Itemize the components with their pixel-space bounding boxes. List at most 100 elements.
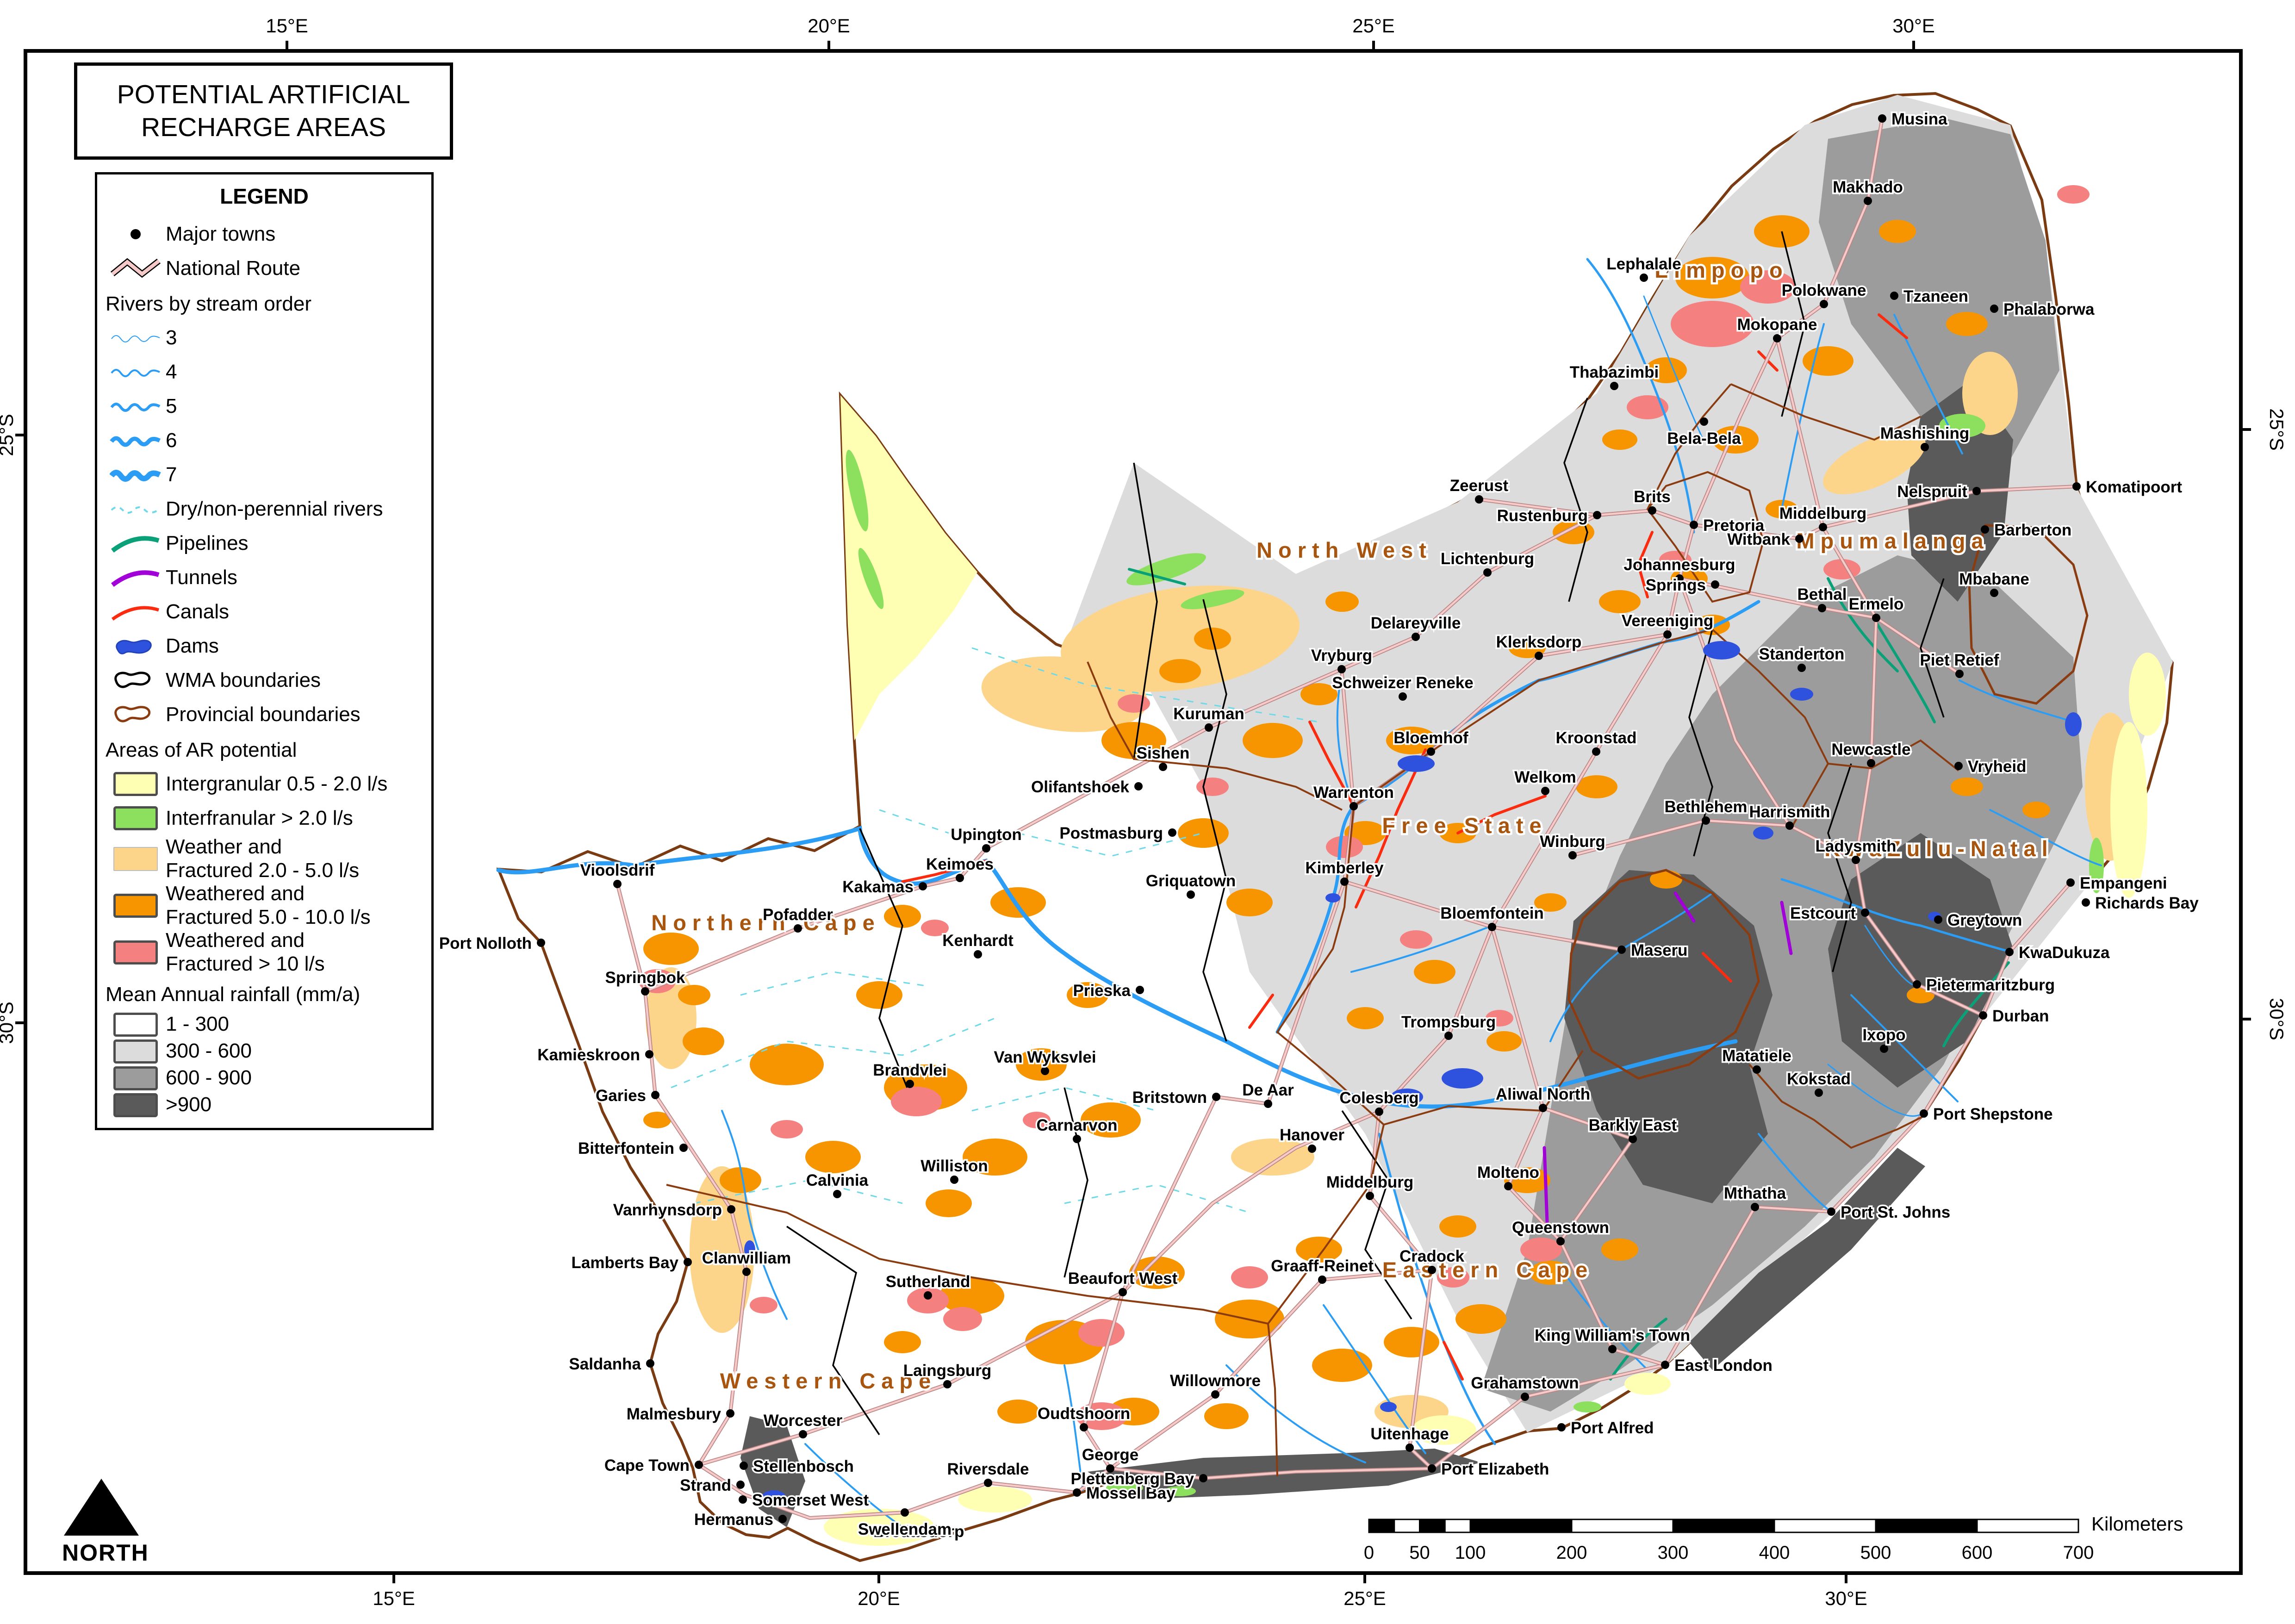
town-markers: Musina Makhado Lephalale Polokwane Tzaneen Ph… [437,109,2200,1543]
town-label: De Aar [1242,1081,1294,1099]
town-dot [919,882,927,890]
town-dot [684,1258,692,1266]
town-marker: Uitenhage [1369,1424,1450,1452]
scale-bar-segment [1368,1518,1395,1533]
town-dot [1890,292,1898,300]
legend-item: Major towns [97,217,431,251]
town-label: Worcester [764,1412,843,1430]
town-marker: Thabazimbi [1568,362,1661,390]
town-label: King William's Town [1535,1326,1690,1344]
legend-item: Canals [97,595,431,629]
province-label: Free State [1382,813,1547,838]
town-dot [1406,1444,1414,1452]
town-marker: Polokwane [1780,280,1868,308]
town-label: Strand [680,1476,731,1494]
town-label: Calvinia [806,1171,869,1189]
town-label: Vioolsdrif [580,861,655,879]
town-dot [1106,1464,1114,1473]
town-marker: Pietermaritzburg [1913,975,2057,996]
town-marker: Riversdale [945,1459,1031,1487]
town-label: Nelspruit [1897,483,1967,501]
legend-item-label: 1 - 300 [166,1013,229,1036]
legend-swatch-icon [106,893,166,918]
legend-item-label: 600 - 900 [166,1066,252,1089]
town-label: Warrenton [1313,784,1394,802]
town-dot [1753,1065,1761,1074]
town-dot [1475,495,1483,504]
town-marker: Empangeni [2066,873,2169,894]
provincial-boundary-icon [106,702,166,728]
town-label: Kenhardt [942,932,1014,950]
town-label: Postmasburg [1059,824,1163,842]
legend-item-label: Weather and Fractured 2.0 - 5.0 l/s [166,835,360,882]
legend-item-label: Pipelines [166,531,249,554]
scale-bar-segment [1976,1518,2079,1533]
river-lines [496,258,2102,1528]
town-dot [1921,443,1929,451]
town-label: Komatipoort [2086,478,2182,496]
town-label: Pretoria [1703,516,1765,535]
town-marker: De Aar [1241,1080,1296,1108]
town-label: Delareyville [1371,614,1461,632]
legend-item-label: Interfranular > 2.0 l/s [166,806,353,829]
town-dot [1878,114,1886,123]
town-label: Estcourt [1790,904,1856,922]
stream-order-icon [106,462,166,488]
legend-swatch-icon [106,806,166,830]
town-marker: Delareyville [1369,613,1462,641]
province-label: Western Cape [720,1369,937,1393]
town-dot [906,1080,914,1088]
town-dot [778,1515,787,1523]
graticule-label-top: 30°E [1892,15,1935,37]
legend-item-label: 4 [166,360,177,383]
ar-potential-patches [639,185,2166,1546]
graticule-label-bottom: 30°E [1825,1587,1867,1609]
town-marker: Brits [1632,486,1672,515]
town-marker: Laingsburg [902,1360,993,1388]
town-label: Kakamas [842,878,914,896]
town-marker: Willowmore [1168,1370,1263,1399]
town-marker: Malmesbury [625,1404,734,1425]
town-marker: Pofadder [761,904,835,933]
town-dot [1818,604,1826,612]
national-route-icon [106,255,166,281]
town-marker: Britstown [1131,1087,1220,1108]
town-dot [1820,300,1828,308]
legend-item-label: 7 [166,463,177,486]
town-dot [984,1479,992,1487]
town-marker: Matatiele [1721,1045,1793,1074]
province-label: Northern Cape [651,910,880,935]
town-dot [1308,1145,1316,1153]
town-marker: Brandvlei [871,1060,948,1088]
town-label: Upington [951,826,1022,844]
town-marker: Port St. Johns [1827,1202,1952,1223]
town-dot [726,1409,734,1418]
town-label: Bela-Bela [1667,429,1741,448]
town-dot [1483,568,1492,577]
map-title: POTENTIAL ARTIFICIAL RECHARGE AREAS [117,79,410,142]
town-marker: Strand [678,1475,745,1496]
town-label: Swellendam [858,1520,952,1538]
town-marker: Harrismith [1748,802,1832,830]
town-dot [1337,665,1346,673]
town-label: Pietermaritzburg [1926,976,2055,994]
town-dot [1795,535,1804,543]
town-dot [1663,630,1672,639]
town-marker: Witbank [1726,529,1804,550]
scale-bar-tick-label: 200 [1556,1543,1587,1563]
town-dot [1504,1182,1512,1190]
town-dot [1488,923,1496,931]
town-marker: Sutherland [884,1271,972,1300]
town-marker: Cradock [1398,1246,1466,1274]
town-dot [833,1190,841,1198]
town-marker: Kuruman [1172,703,1246,732]
color-swatch [113,893,158,918]
legend-section-heading: Mean Annual rainfall (mm/a) [106,983,361,1006]
legend-item: 600 - 900 [97,1065,431,1092]
town-dot [1080,1423,1088,1431]
town-marker: Musina [1878,109,1949,130]
scale-bar-tick-label: 700 [2063,1543,2094,1563]
town-label: Harrismith [1749,803,1830,821]
town-label: Kamieskroon [537,1046,640,1064]
